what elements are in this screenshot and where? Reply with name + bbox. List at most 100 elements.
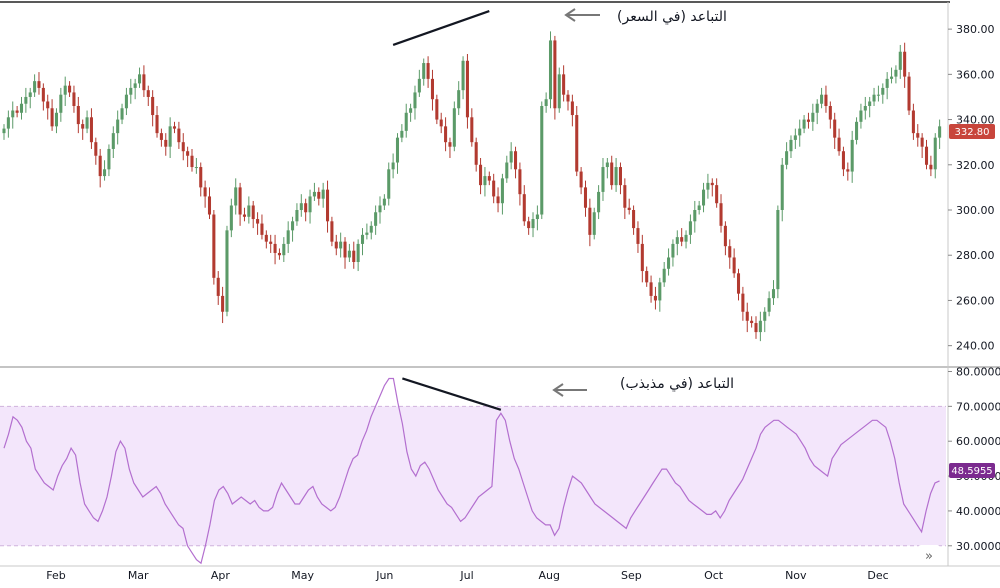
candle-body	[741, 293, 745, 312]
candle-body	[124, 94, 128, 109]
candle-body	[693, 210, 697, 222]
candle-body	[863, 106, 867, 111]
candle-body	[719, 203, 723, 226]
candle-body	[570, 101, 574, 116]
candle-body	[317, 191, 321, 199]
candle-body	[439, 119, 443, 127]
candle-body	[400, 130, 404, 138]
candle-body	[806, 119, 810, 122]
candle-body	[273, 243, 277, 253]
candle-body	[675, 237, 679, 244]
candle-body	[505, 162, 509, 179]
candle-body	[509, 151, 513, 163]
candle-body	[347, 250, 351, 258]
candle-body	[492, 180, 496, 197]
candle-body	[627, 207, 631, 210]
candle-body	[155, 115, 159, 134]
candle-body	[811, 112, 815, 122]
candle-body	[107, 148, 111, 170]
candle-body	[190, 155, 194, 168]
candle-body	[28, 92, 32, 97]
candle-body	[890, 76, 894, 79]
candle-body	[19, 103, 24, 113]
candle-body	[181, 142, 185, 152]
candle-body	[920, 137, 924, 147]
candle-body	[251, 205, 255, 220]
overlay-layer	[392, 10, 502, 411]
candle-body	[11, 110, 15, 118]
month-tick-label: Mar	[128, 569, 149, 582]
candle-body	[855, 121, 859, 140]
candle-body	[601, 167, 605, 192]
candle-body	[500, 178, 504, 204]
candle-body	[413, 92, 417, 109]
price-tick-label: 380.00	[956, 23, 995, 36]
rsi-band	[0, 406, 946, 546]
candle-body	[409, 108, 413, 113]
candle-body	[745, 311, 749, 321]
scroll-to-realtime-button[interactable]: »	[918, 545, 940, 565]
price-divergence-annotation: التباعد (في السعر)	[564, 8, 727, 25]
candle-body	[649, 282, 653, 296]
candle-body	[326, 189, 330, 222]
candle-body	[645, 271, 649, 283]
candle-body	[6, 117, 10, 129]
candle-body	[194, 167, 198, 169]
candle-body	[103, 169, 107, 177]
candle-body	[846, 169, 850, 172]
rsi-tick-label: 40.0000	[956, 505, 1000, 518]
candle-body	[15, 110, 19, 113]
candle-body	[736, 273, 741, 294]
candle-body	[903, 51, 907, 77]
candle-body	[212, 214, 216, 278]
candle-body	[291, 221, 295, 231]
candle-body	[352, 250, 356, 262]
price-tick-label: 240.00	[956, 340, 995, 353]
candle-body	[876, 94, 880, 96]
candle-body	[632, 210, 636, 229]
candle-body	[321, 189, 325, 199]
rsi-divergence-annotation: التباعد (في مذبذب)	[552, 376, 734, 397]
candle-body	[308, 196, 312, 213]
rsi-line	[3, 377, 940, 565]
candle-body	[841, 151, 845, 170]
candle-body	[623, 185, 627, 208]
candle-body	[868, 101, 872, 106]
candle-body	[610, 162, 614, 186]
candle-body	[557, 74, 561, 109]
rsi-last-value-badge: 48.5955	[949, 463, 995, 478]
candle-body	[452, 108, 456, 147]
candle-body	[444, 126, 448, 143]
candle-body	[146, 90, 150, 97]
candle-body	[776, 210, 780, 290]
candle-body	[518, 169, 522, 195]
candle-body	[142, 74, 146, 91]
candle-body	[680, 237, 684, 242]
candle-body	[2, 128, 6, 134]
candle-body	[929, 164, 933, 170]
rsi-tick-label: 60.0000	[956, 435, 1000, 448]
candle-body	[802, 119, 806, 129]
candle-body	[938, 126, 942, 138]
month-tick-label: Apr	[211, 569, 231, 582]
candle-body	[671, 243, 675, 258]
candle-body	[282, 243, 286, 256]
candle-body	[168, 126, 172, 147]
candle-body	[247, 205, 251, 217]
candle-body	[728, 246, 732, 258]
candle-body	[514, 151, 518, 170]
candle-body	[575, 115, 579, 172]
candle-body	[430, 78, 434, 100]
month-tick-label: Nov	[785, 569, 807, 582]
candle-body	[828, 106, 832, 120]
candle-body	[260, 223, 264, 235]
candle-body	[872, 94, 876, 102]
price-tick-label: 260.00	[956, 294, 995, 307]
candle-body	[789, 139, 793, 152]
rsi-band-layer	[0, 405, 946, 547]
candle-body	[881, 87, 885, 95]
candle-body	[46, 101, 50, 109]
candle-body	[702, 189, 706, 206]
candle-body	[815, 103, 819, 113]
rsi-last-value-label: 48.5955	[951, 466, 992, 477]
